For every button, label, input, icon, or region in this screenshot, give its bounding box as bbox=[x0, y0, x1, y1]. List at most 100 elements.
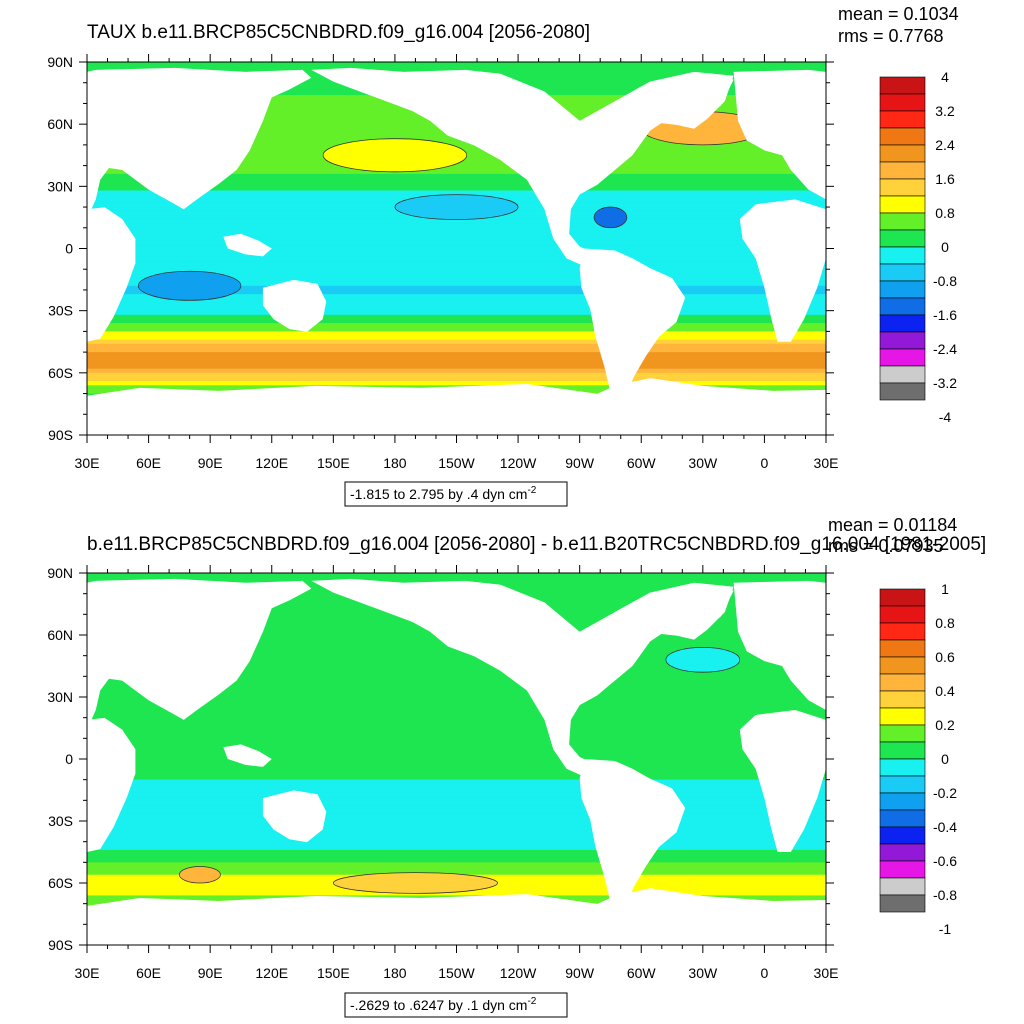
colorbar-swatch bbox=[879, 365, 926, 384]
field-band bbox=[87, 227, 826, 233]
field-band bbox=[87, 663, 826, 669]
colorbar: 1 0.8 0.6 0.4 0.2 0 -0.2 -0.4 -0.6 -0.8 -1 bbox=[879, 581, 957, 937]
field-band bbox=[87, 190, 826, 196]
field-band bbox=[87, 360, 826, 366]
field-band bbox=[87, 746, 826, 752]
field-band bbox=[87, 750, 826, 756]
field-band bbox=[87, 771, 826, 777]
colorbar-label: -0.2 bbox=[933, 785, 957, 801]
field-band bbox=[87, 265, 826, 270]
colorbar-swatch bbox=[879, 724, 926, 743]
lat-tick-label: 30S bbox=[48, 303, 73, 319]
field-band bbox=[87, 721, 826, 727]
field-band bbox=[87, 165, 826, 171]
colorbar-label: 0.2 bbox=[935, 717, 955, 733]
field-band bbox=[87, 323, 826, 328]
field-band bbox=[87, 244, 826, 249]
field-band bbox=[87, 849, 826, 855]
lon-tick-label: 120W bbox=[500, 455, 537, 471]
field-band bbox=[87, 808, 826, 814]
field-band bbox=[87, 62, 826, 67]
contour-info-box: -1.815 to 2.795 by .4 dyn cm-2 bbox=[344, 481, 568, 507]
colorbar-swatch bbox=[879, 605, 926, 624]
field-band bbox=[87, 327, 826, 332]
lat-tick-label: 90N bbox=[47, 565, 73, 581]
lon-tick-label: 180 bbox=[383, 965, 407, 981]
lon-tick-label: 30E bbox=[814, 965, 839, 981]
field-band bbox=[87, 779, 826, 785]
field-band bbox=[87, 804, 826, 810]
field-hotspots bbox=[179, 647, 741, 894]
contour-info-exponent: -2 bbox=[527, 996, 536, 1007]
lat-tick-label: 60S bbox=[48, 875, 73, 891]
field-band bbox=[87, 277, 826, 283]
field-band bbox=[87, 186, 826, 191]
field-band bbox=[87, 364, 826, 370]
field-band bbox=[87, 854, 826, 859]
colorbar-swatch bbox=[879, 792, 926, 811]
colorbar-swatch bbox=[879, 110, 926, 129]
field-band bbox=[87, 343, 826, 349]
colorbar-swatch bbox=[879, 639, 926, 658]
field-band bbox=[87, 800, 826, 805]
mean-label: mean = 0.1034 bbox=[838, 4, 959, 24]
lon-tick-label: 150W bbox=[438, 965, 475, 981]
colorbar-swatch bbox=[879, 843, 926, 862]
colorbar: 4 3.2 2.4 1.6 0.8 0 -0.8 -1.6 -2.4 -3.2 -4 bbox=[879, 69, 957, 425]
svg-text:-.2629 to .6247 by .1 dyn cm-2: -.2629 to .6247 by .1 dyn cm-2 bbox=[350, 996, 537, 1013]
field-band bbox=[87, 240, 826, 245]
field-band bbox=[87, 140, 826, 146]
field-band bbox=[87, 136, 826, 142]
colorbar-label: -0.8 bbox=[933, 887, 957, 903]
colorbar-swatch bbox=[879, 690, 926, 709]
field-band bbox=[87, 734, 826, 739]
field-band bbox=[87, 796, 826, 801]
field-band bbox=[87, 705, 826, 710]
lat-tick-label: 60N bbox=[47, 627, 73, 643]
field-band bbox=[87, 285, 826, 291]
lon-tick-label: 0 bbox=[761, 965, 769, 981]
lat-tick-label: 90S bbox=[48, 427, 73, 443]
field-band bbox=[87, 318, 826, 324]
colorbar-swatch bbox=[879, 331, 926, 350]
colorbar-label: 1 bbox=[941, 581, 949, 597]
panel-top: TAUX b.e11.BRCP85C5CNBDRD.f09_g16.004 [2… bbox=[47, 4, 959, 507]
field-band bbox=[87, 767, 826, 772]
lat-tick-label: 0 bbox=[65, 751, 73, 767]
field-hotspot bbox=[179, 866, 221, 884]
field-band bbox=[87, 339, 826, 345]
field-band bbox=[87, 775, 826, 781]
lon-tick-label: 120E bbox=[255, 965, 288, 981]
field-hotspot bbox=[665, 647, 741, 673]
colorbar-swatch bbox=[879, 741, 926, 760]
colorbar-swatch bbox=[879, 178, 926, 197]
field-band bbox=[87, 289, 826, 295]
field-hotspot bbox=[137, 270, 242, 301]
lon-tick-label: 30E bbox=[75, 455, 100, 471]
colorbar-swatch bbox=[879, 673, 926, 692]
field-band bbox=[87, 573, 826, 578]
lon-tick-label: 30W bbox=[688, 965, 718, 981]
lat-tick-label: 30S bbox=[48, 813, 73, 829]
colorbar-label: 0.8 bbox=[935, 205, 955, 221]
lon-tick-label: 90W bbox=[565, 455, 595, 471]
colorbar-label: 3.2 bbox=[935, 103, 955, 119]
field-band bbox=[87, 273, 826, 279]
contour-info-exponent: -2 bbox=[527, 485, 536, 496]
colorbar-swatch bbox=[879, 382, 926, 401]
colorbar-label: -0.4 bbox=[933, 819, 957, 835]
field-band bbox=[87, 252, 826, 258]
field-band bbox=[87, 684, 826, 690]
field-band bbox=[87, 668, 826, 673]
colorbar-swatch bbox=[879, 263, 926, 282]
field-hotspot bbox=[332, 872, 498, 894]
colorbar-swatch bbox=[879, 860, 926, 879]
lon-tick-label: 150E bbox=[317, 455, 350, 471]
field-band bbox=[87, 314, 826, 320]
field-band bbox=[87, 680, 826, 686]
field-band bbox=[87, 347, 826, 353]
field-band bbox=[87, 717, 826, 723]
svg-text:-1.815 to 2.795 by .4 dyn cm-2: -1.815 to 2.795 by .4 dyn cm-2 bbox=[350, 485, 537, 502]
lon-tick-label: 150W bbox=[438, 455, 475, 471]
colorbar-swatch bbox=[879, 297, 926, 316]
